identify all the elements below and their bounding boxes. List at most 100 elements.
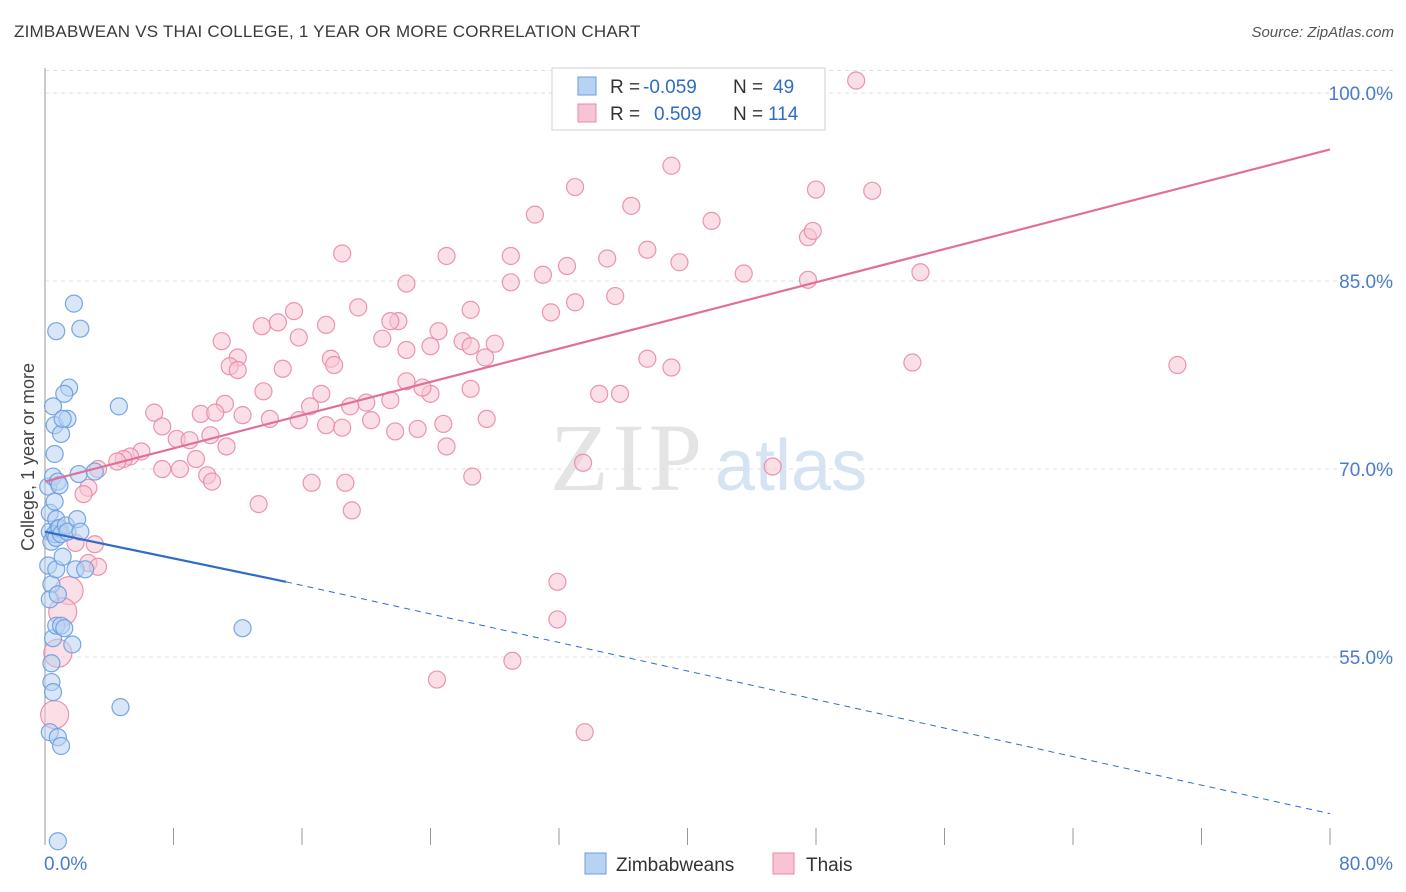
y-tick-label: 70.0% — [1339, 460, 1393, 481]
thais-point — [610, 384, 630, 403]
trend-lines — [44, 148, 1331, 815]
thais-point — [316, 315, 336, 335]
chart-source: Source: ZipAtlas.com — [1251, 24, 1394, 41]
thais-point — [501, 246, 520, 266]
zimbabweans-point — [43, 683, 63, 702]
stats-legend-box — [551, 67, 826, 131]
zimbabweans-point — [53, 547, 72, 566]
zimbabweans-point — [76, 560, 95, 579]
thais-point — [638, 349, 657, 368]
thais-point — [361, 411, 381, 430]
y-axis-tick-labels: 55.0% 70.0% 85.0% 100.0% — [1329, 84, 1394, 669]
legend-n-value-2: 114 — [768, 104, 799, 125]
thais-point — [300, 397, 320, 416]
y-tick-label: 100.0% — [1329, 84, 1394, 105]
y-axis-label: College, 1 year or more — [18, 363, 38, 551]
thais-point — [548, 610, 567, 629]
thais-point — [202, 472, 222, 491]
thais-point — [206, 403, 225, 422]
thais-point — [670, 253, 689, 272]
zimbabweans-point — [48, 585, 67, 604]
bottom-legend-swatch-zimbabweans — [584, 852, 607, 875]
thais-point — [847, 71, 866, 90]
thais-point — [598, 249, 617, 268]
zimbabweans-point — [48, 832, 67, 851]
thais-point — [803, 221, 822, 241]
thais-point — [312, 384, 331, 403]
stats-legend: R = -0.059 N = 49 R = 0.509 N = 114 — [551, 67, 826, 131]
legend-n-value-1: 49 — [773, 77, 794, 98]
thais-point — [373, 329, 392, 348]
zimbabweans-point — [51, 736, 71, 756]
thais-point — [533, 265, 553, 284]
thais-point — [170, 459, 190, 479]
thais-point — [254, 382, 273, 401]
legend-r-label-2: R = — [610, 104, 640, 125]
thais-point — [397, 274, 416, 293]
watermark-atlas: atlas — [715, 426, 867, 506]
x-axis-ticks — [44, 828, 1331, 845]
thais-point — [40, 700, 70, 730]
thais-point — [268, 313, 288, 332]
thais-points — [40, 71, 1187, 742]
thais-point — [638, 240, 657, 259]
thais-point — [622, 196, 641, 215]
thais-point — [461, 379, 480, 398]
watermark-zip: ZIP — [550, 404, 706, 511]
thais-trend-line — [44, 148, 1331, 483]
thais-point — [863, 181, 882, 200]
zimbabweans-point — [71, 319, 90, 338]
thais-point — [557, 256, 577, 276]
x-tick-label-max: 80.0% — [1339, 854, 1393, 875]
thais-point — [806, 180, 826, 199]
zimbabweans-point — [42, 654, 61, 673]
legend-swatch-zimbabweans — [577, 76, 597, 96]
legend-r-label-1: R = — [610, 77, 640, 98]
thais-point — [548, 572, 567, 591]
zimbabweans-point — [55, 619, 74, 638]
zimbabweans-point — [64, 294, 84, 313]
thais-point — [427, 670, 447, 689]
thais-point — [74, 484, 93, 504]
thais-point — [249, 495, 268, 514]
thais-point — [289, 328, 308, 347]
legend-swatch-thais — [577, 103, 597, 123]
thais-point — [501, 273, 520, 292]
thais-point — [763, 457, 782, 476]
bottom-legend-label-zimbabweans: Zimbabweans — [616, 855, 734, 876]
thais-point — [186, 449, 206, 469]
zimbabweans-point — [51, 424, 71, 444]
thais-point — [336, 473, 355, 492]
y-tick-label: 85.0% — [1339, 272, 1393, 293]
x-tick-label-min: 0.0% — [44, 854, 87, 875]
thais-point — [662, 156, 681, 175]
thais-point — [911, 263, 930, 282]
thais-point — [252, 317, 271, 336]
bottom-legend-swatch-thais — [772, 852, 795, 875]
legend-n-label-1: N = — [733, 77, 763, 98]
y-tick-label: 55.0% — [1339, 648, 1393, 669]
zimbabweans-points — [39, 294, 252, 851]
thais-point — [145, 403, 164, 422]
thais-point — [503, 651, 522, 670]
zimbabweans-point — [71, 522, 90, 541]
thais-point — [325, 355, 344, 375]
thais-point — [477, 409, 496, 429]
thais-point — [217, 437, 236, 456]
thais-point — [461, 337, 480, 356]
thais-point — [461, 300, 480, 319]
thais-point — [429, 322, 448, 341]
zimbabweans-trend-extension — [285, 581, 1331, 815]
zimbabweans-point — [43, 397, 63, 416]
bottom-legend-label-thais: Thais — [806, 855, 852, 876]
thais-point — [421, 337, 440, 356]
thais-point — [606, 286, 625, 306]
series-legend: Zimbabweans Thais — [584, 852, 852, 876]
thais-point — [397, 340, 416, 360]
thais-point — [565, 293, 585, 312]
zimbabweans-point — [233, 619, 252, 638]
thais-point — [212, 332, 231, 351]
thais-point — [565, 177, 585, 197]
thais-point — [302, 473, 321, 492]
